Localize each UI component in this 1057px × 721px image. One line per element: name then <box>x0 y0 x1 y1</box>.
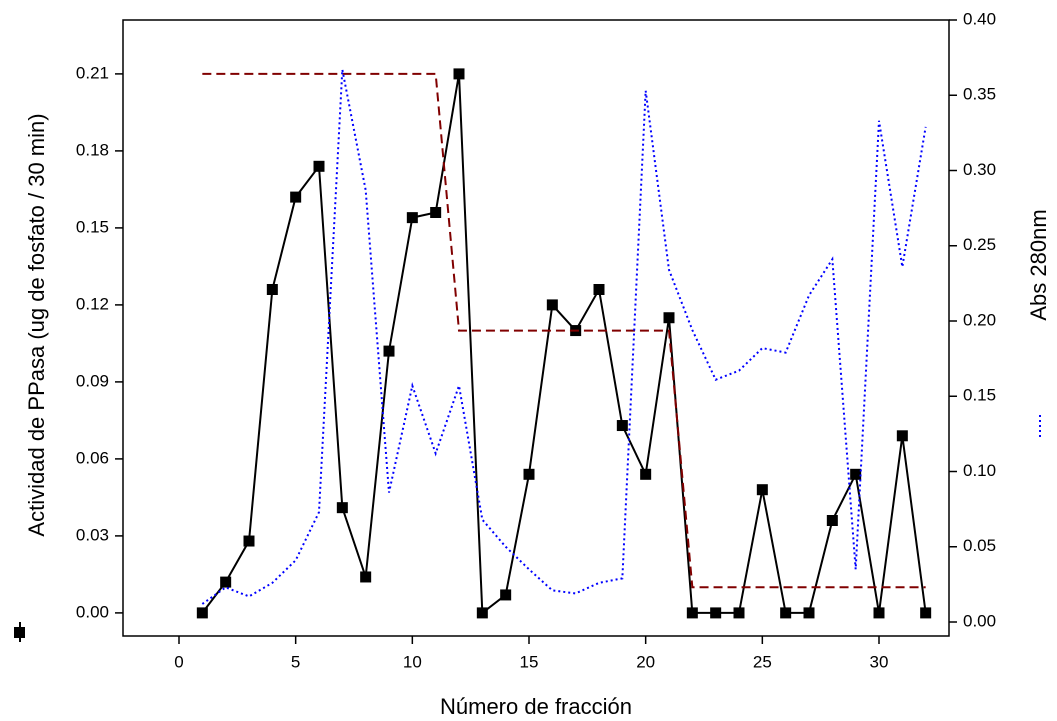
x-axis-title: Número de fracción <box>440 694 632 719</box>
marker <box>896 430 908 442</box>
x-tick-label: 25 <box>753 652 772 671</box>
marker <box>313 160 325 172</box>
series-line <box>202 72 926 589</box>
series-line <box>201 69 927 605</box>
marker <box>803 607 815 619</box>
marker <box>453 68 465 80</box>
y2-tick-label: 0.35 <box>963 85 996 104</box>
marker <box>360 571 372 583</box>
y2-tick-label: 0.00 <box>963 611 996 630</box>
y-axis-title: Actividad de PPasa (ug de fosfato / 30 m… <box>24 113 49 536</box>
marker <box>640 468 652 480</box>
marker <box>546 299 558 311</box>
x-tick-label: 0 <box>174 652 183 671</box>
marker <box>196 607 208 619</box>
series-line <box>201 73 927 615</box>
y2-tick-label: 0.30 <box>963 160 996 179</box>
marker <box>476 607 488 619</box>
marker <box>336 502 348 514</box>
y-tick-label: 0.00 <box>76 602 109 621</box>
y2-tick-label: 0.10 <box>963 461 996 480</box>
marker <box>733 607 745 619</box>
marker <box>500 589 512 601</box>
marker <box>383 345 395 357</box>
y2-tick-label: 0.25 <box>963 235 996 254</box>
x-tick-label: 15 <box>520 652 539 671</box>
y-tick-label: 0.15 <box>76 217 109 236</box>
x-tick-label: 5 <box>291 652 300 671</box>
marker <box>850 468 862 480</box>
marker <box>243 535 255 547</box>
y2-tick-label: 0.05 <box>963 536 996 555</box>
marker <box>406 212 418 224</box>
y2-axis-title: Abs 280nm <box>1026 209 1051 320</box>
marker <box>686 607 698 619</box>
plot-frame <box>122 19 950 637</box>
y2-tick-label: 0.40 <box>963 9 996 28</box>
y-tick-label: 0.18 <box>76 140 109 159</box>
marker <box>826 515 838 526</box>
marker <box>430 207 442 218</box>
marker <box>710 607 722 619</box>
marker <box>616 420 628 432</box>
marker <box>523 468 535 480</box>
marker <box>663 312 675 324</box>
marker <box>756 484 768 496</box>
marker <box>593 284 605 295</box>
marker <box>780 607 792 619</box>
marker <box>290 191 302 203</box>
y-tick-label: 0.03 <box>76 525 109 544</box>
x-tick-label: 10 <box>403 652 422 671</box>
y-tick-label: 0.21 <box>76 63 109 82</box>
x-tick-label: 20 <box>636 652 655 671</box>
y2-tick-label: 0.15 <box>963 386 996 405</box>
marker <box>266 284 278 295</box>
marker <box>220 576 232 588</box>
marker <box>873 607 885 619</box>
y2-tick-label: 0.20 <box>963 310 996 329</box>
x-tick-label: 30 <box>870 652 889 671</box>
legend-symbol-left <box>14 622 25 642</box>
y-tick-label: 0.06 <box>76 448 109 467</box>
y-tick-label: 0.12 <box>76 294 109 313</box>
marker <box>920 607 932 619</box>
y-tick-label: 0.09 <box>76 371 109 390</box>
